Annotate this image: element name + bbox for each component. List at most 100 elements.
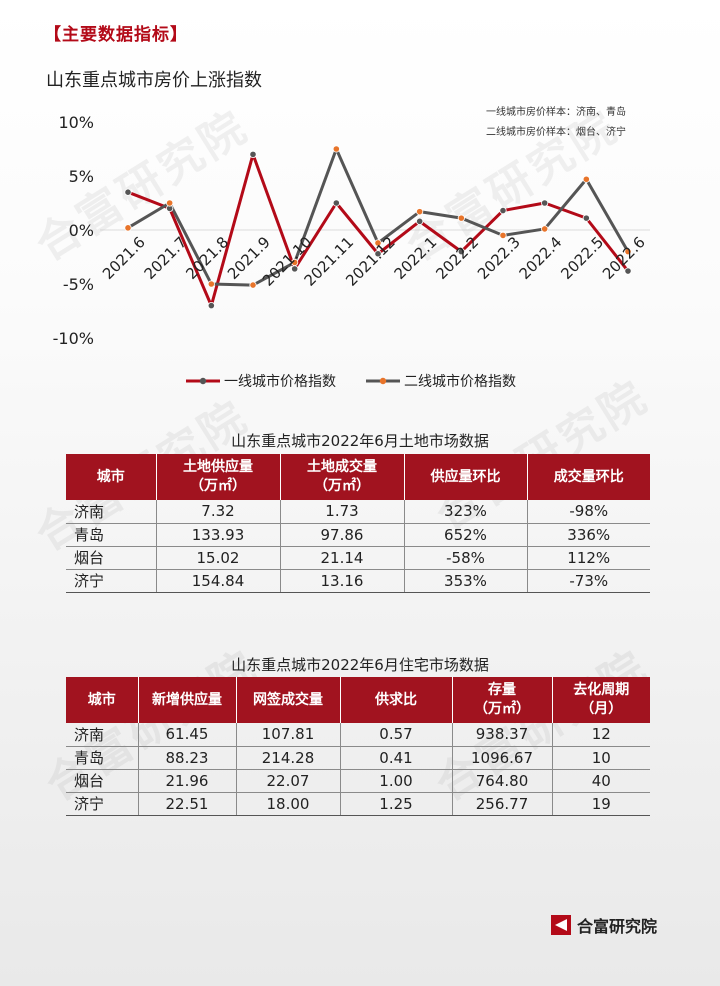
x-tick-label: 2022.1 <box>391 233 441 283</box>
table-cell: 256.77 <box>452 792 553 816</box>
table-cell: 40 <box>552 769 650 793</box>
table-row: 烟台 15.02 21.14 -58% 112% <box>66 546 650 570</box>
table-cell: 1.73 <box>280 500 405 524</box>
table-cell: -98% <box>527 500 650 524</box>
legend-swatch-marker <box>379 377 387 385</box>
data-point <box>624 267 632 275</box>
series-layer <box>124 145 632 310</box>
column-header: 城市 <box>66 677 139 723</box>
table-cell: 7.32 <box>156 500 281 524</box>
y-tick-label: 0% <box>69 221 94 240</box>
table-cell: 22.07 <box>236 769 341 793</box>
table-row: 济南 61.45 107.81 0.57 938.37 12 <box>66 723 650 747</box>
footer-logo: 合富研究院 <box>551 913 657 937</box>
table-cell: 21.96 <box>138 769 237 793</box>
data-point <box>249 150 257 159</box>
table-cell: 133.93 <box>156 523 281 547</box>
table-cell: -58% <box>404 546 528 570</box>
x-tick-label: 2022.3 <box>474 233 524 283</box>
table-cell: -73% <box>527 569 650 593</box>
y-axis: 10% 5% 0% -5% -10% <box>53 113 94 348</box>
column-header: 去化周期 （月） <box>552 677 650 723</box>
housing-market-table: 城市 新增供应量 网签成交量 供求比 存量 （万㎡） 去化周期 （月） 济南 61.45 10… <box>66 677 650 816</box>
column-header: 土地成交量 （万㎡） <box>280 454 405 500</box>
table-row: 青岛 88.23 214.28 0.41 1096.67 10 <box>66 746 650 770</box>
data-point <box>332 199 340 207</box>
city-cell: 烟台 <box>66 546 157 570</box>
table-row: 济宁 22.51 18.00 1.25 256.77 19 <box>66 792 650 816</box>
column-header: 土地供应量 （万㎡） <box>156 454 281 500</box>
table-cell: 88.23 <box>138 746 237 770</box>
table-cell: 13.16 <box>280 569 405 593</box>
table-cell: 112% <box>527 546 650 570</box>
data-point <box>541 225 549 233</box>
table-cell: 154.84 <box>156 569 281 593</box>
data-point <box>624 248 632 256</box>
logo-text: 合富研究院 <box>577 917 658 936</box>
y-tick-label: -5% <box>63 275 94 294</box>
data-point <box>499 231 507 239</box>
table-cell: 353% <box>404 569 528 593</box>
housing-table-title: 山东重点城市2022年6月住宅市场数据 <box>231 656 489 674</box>
city-cell: 青岛 <box>66 523 157 547</box>
table-row: 青岛 133.93 97.86 652% 336% <box>66 523 650 547</box>
line-chart: 10% 5% 0% -5% -10% 2021.62021.72021.82021.92… <box>53 105 650 390</box>
data-point <box>416 217 424 225</box>
data-point <box>457 214 465 222</box>
city-cell: 济南 <box>66 723 139 747</box>
table-cell: 12 <box>552 723 650 747</box>
city-cell: 烟台 <box>66 769 139 793</box>
table-cell: 214.28 <box>236 746 341 770</box>
table-cell: 323% <box>404 500 528 524</box>
data-point <box>249 281 257 289</box>
data-point <box>457 248 465 256</box>
data-point <box>166 199 174 207</box>
column-header: 新增供应量 <box>138 677 237 723</box>
land-market-table: 城市 土地供应量 （万㎡） 土地成交量 （万㎡） 供应量环比 成交量环比 济南 7.32 1… <box>66 454 650 593</box>
data-point <box>416 208 424 216</box>
chart-title: 山东重点城市房价上涨指数 <box>46 70 262 91</box>
data-point <box>374 250 382 258</box>
x-tick-label: 2021.7 <box>141 233 191 283</box>
table-cell: 19 <box>552 792 650 816</box>
hefu-logo-icon <box>551 915 571 935</box>
table-cell: 107.81 <box>236 723 341 747</box>
column-header: 城市 <box>66 454 157 500</box>
city-cell: 济宁 <box>66 569 157 593</box>
x-axis: 2021.62021.72021.82021.92021.102021.1120… <box>99 233 649 290</box>
table-row: 济南 7.32 1.73 323% -98% <box>66 500 650 524</box>
land-table-title: 山东重点城市2022年6月土地市场数据 <box>231 432 489 450</box>
table-cell: 10 <box>552 746 650 770</box>
data-point <box>291 258 299 266</box>
table-row: 烟台 21.96 22.07 1.00 764.80 40 <box>66 769 650 793</box>
table-cell: 97.86 <box>280 523 405 547</box>
table-cell: 1.00 <box>340 769 453 793</box>
y-tick-label: 10% <box>58 113 94 132</box>
table-cell: 21.14 <box>280 546 405 570</box>
table-row: 济宁 154.84 13.16 353% -73% <box>66 569 650 593</box>
data-point <box>541 199 549 207</box>
y-tick-label: 5% <box>69 167 94 186</box>
x-tick-label: 2022.5 <box>557 233 607 283</box>
column-header: 存量 （万㎡） <box>452 677 553 723</box>
city-cell: 济南 <box>66 500 157 524</box>
x-tick-label: 2022.4 <box>516 233 566 283</box>
table-cell: 22.51 <box>138 792 237 816</box>
table-cell: 336% <box>527 523 650 547</box>
data-point <box>124 224 132 232</box>
table-cell: 0.41 <box>340 746 453 770</box>
annotation-second-tier: 二线城市房价样本：烟台、济宁 <box>486 125 626 138</box>
city-cell: 济宁 <box>66 792 139 816</box>
table-cell: 1096.67 <box>452 746 553 770</box>
legend-swatch-marker <box>199 377 207 385</box>
data-point <box>207 302 215 310</box>
data-point <box>124 188 132 196</box>
x-tick-label: 2022.6 <box>599 233 649 283</box>
table-cell: 764.80 <box>452 769 553 793</box>
table-cell: 61.45 <box>138 723 237 747</box>
data-point <box>374 239 382 247</box>
legend-label: 二线城市价格指数 <box>404 373 516 390</box>
column-header: 供求比 <box>340 677 453 723</box>
x-tick-label: 2021.6 <box>99 233 149 283</box>
table-cell: 15.02 <box>156 546 281 570</box>
